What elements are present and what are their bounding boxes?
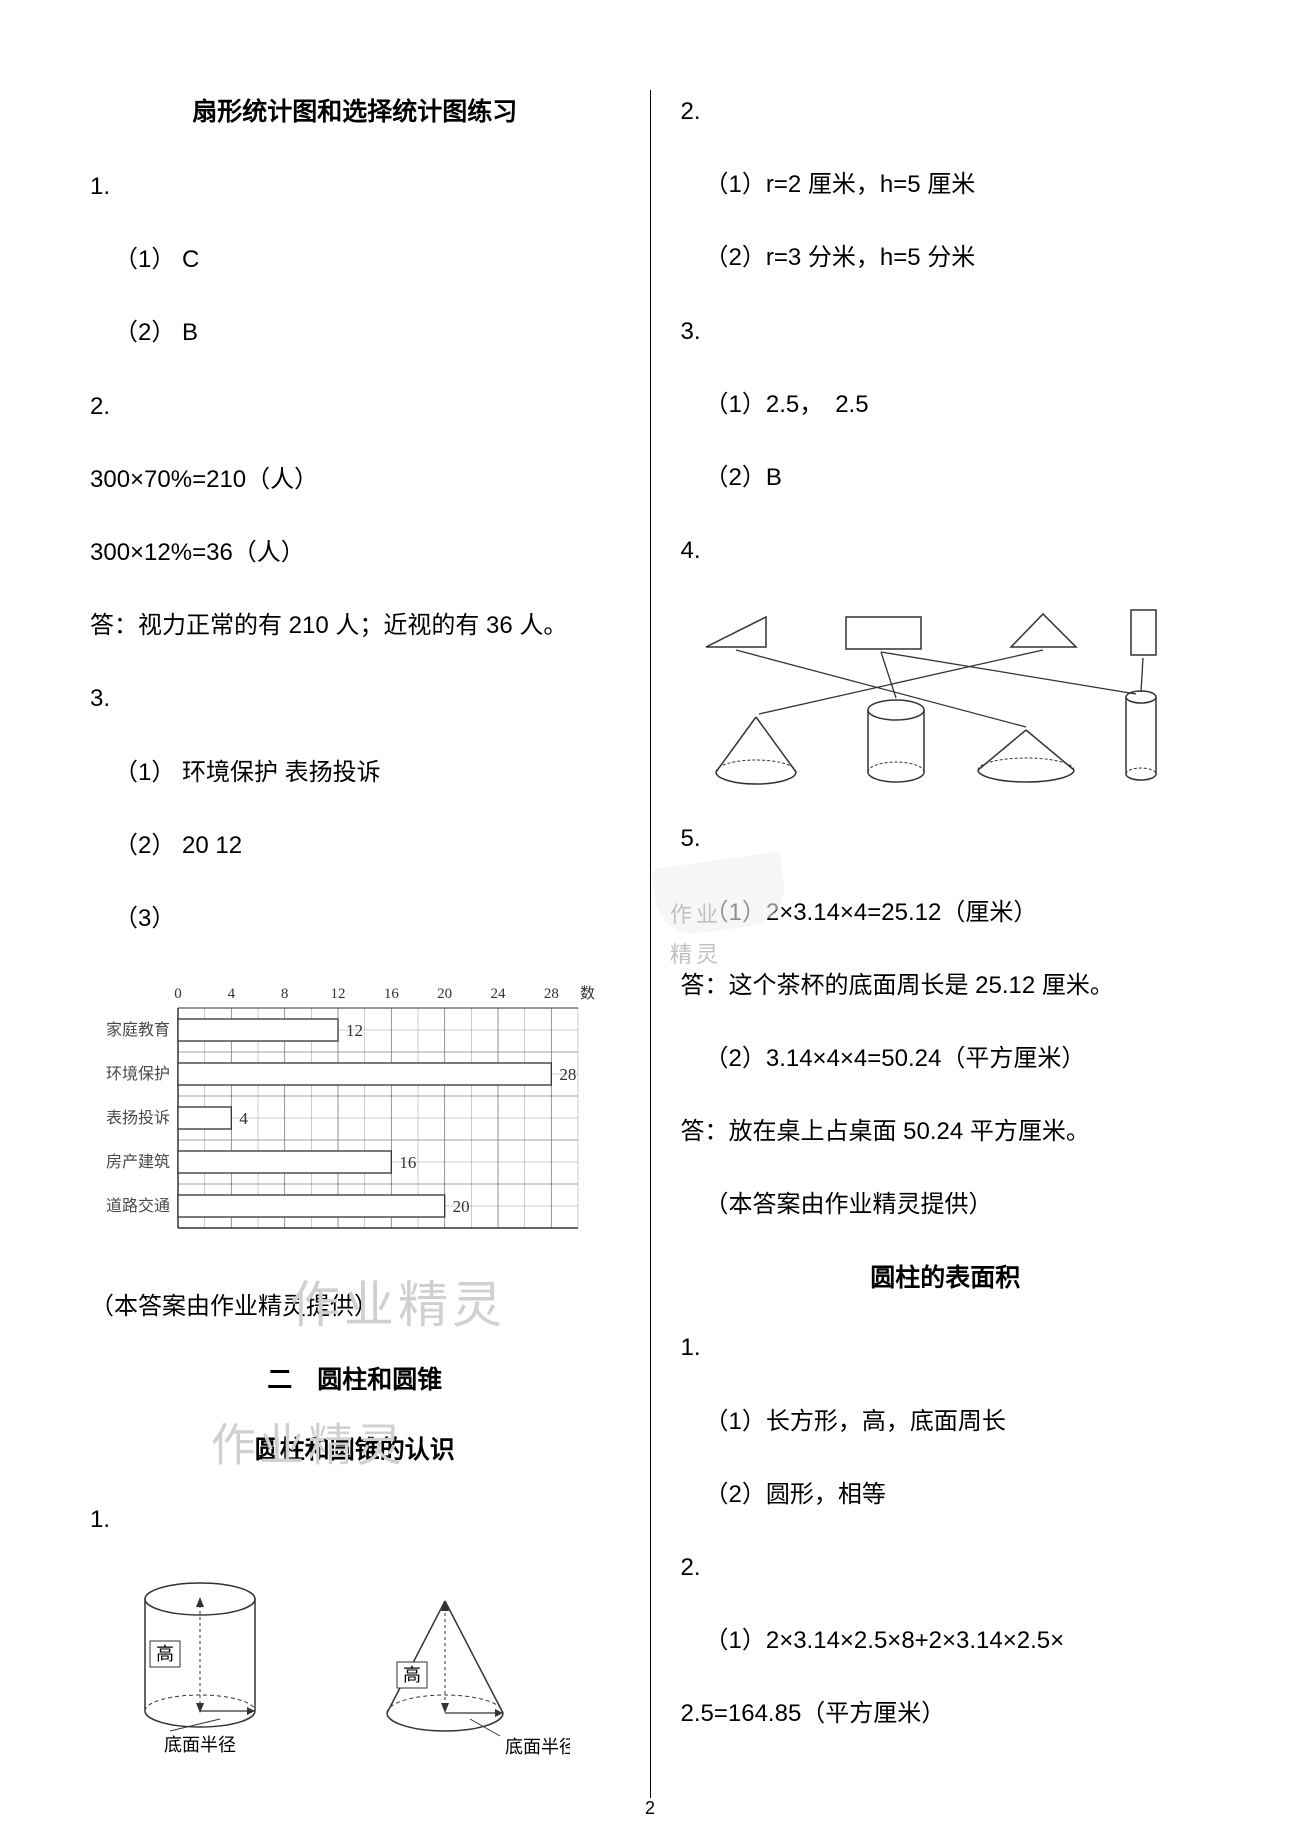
svg-text:12: 12 [346,1021,363,1040]
svg-text:4: 4 [239,1109,248,1128]
svg-text:8: 8 [281,986,289,1002]
r-s-q2-2: 2.5=164.85（平方厘米） [681,1692,1211,1735]
section2-title: 二 圆柱和圆锥 [90,1358,620,1403]
r-q5-ans1: 答：这个茶杯的底面周长是 25.12 厘米。 [681,964,1211,1007]
r-q3-2: （2）B [681,456,1211,499]
svg-text:12: 12 [331,986,346,1002]
svg-text:环境保护: 环境保护 [106,1064,170,1083]
svg-text:28: 28 [544,986,559,1002]
svg-text:20: 20 [437,986,452,1002]
r-s-q2-1: （1）2×3.14×2.5×8+2×3.14×2.5× [681,1619,1211,1662]
svg-text:家庭教育: 家庭教育 [106,1021,170,1039]
q3-2: （2） 20 12 [90,824,620,867]
r-q2-1: （1）r=2 厘米，h=5 厘米 [681,163,1211,206]
r-s-q1: 1. [681,1326,1211,1369]
svg-text:28: 28 [559,1065,576,1084]
svg-text:表扬投诉: 表扬投诉 [106,1109,170,1127]
r-s-q1-1: （1）长方形，高，底面周长 [681,1400,1211,1443]
q2-calc2: 300×12%=36（人） [90,531,620,574]
q1-1: （1） C [90,238,620,281]
q2-header: 2. [90,385,620,428]
r-q2-2: （2）r=3 分米，h=5 分米 [681,236,1211,279]
section2-sub: 圆柱和圆锥的认识 [90,1428,620,1473]
r-q4: 4. [681,529,1211,572]
page-number: 2 [645,1792,655,1824]
svg-text:底面半径: 底面半径 [164,1735,236,1755]
q3-3: （3） [90,897,620,940]
svg-text:数量/个: 数量/个 [580,985,595,1002]
r-s-q1-2: （2）圆形，相等 [681,1473,1211,1516]
left-column: 扇形统计图和选择统计图练习 1. （1） C （2） B 2. 300×70%=… [70,90,651,1798]
q3-1: （1） 环境保护 表扬投诉 [90,751,620,794]
svg-text:高: 高 [156,1644,174,1664]
svg-text:道路交通: 道路交通 [106,1197,170,1215]
r-section-title: 圆柱的表面积 [681,1256,1211,1301]
q3-header: 3. [90,677,620,720]
q2-calc1: 300×70%=210（人） [90,458,620,501]
page-container: 作业精灵 作业精灵 扇形统计图和选择统计图练习 1. （1） C （2） B 2… [0,0,1300,1838]
q2-answer: 答：视力正常的有 210 人；近视的有 36 人。 [90,604,620,647]
svg-text:底面半径: 底面半径 [505,1737,570,1757]
r-q5-2: （2）3.14×4×4=50.24（平方厘米） [681,1037,1211,1080]
r-q3-1: （1）2.5， 2.5 [681,383,1211,426]
left-note: （本答案由作业精灵提供） [90,1285,620,1328]
svg-text:16: 16 [384,986,400,1002]
shapes-matching-diagram [681,602,1181,792]
left-title: 扇形统计图和选择统计图练习 [90,90,620,135]
q1-2: （2） B [90,311,620,354]
svg-text:4: 4 [228,986,236,1002]
svg-text:16: 16 [399,1153,416,1172]
r-q2: 2. [681,90,1211,133]
q1-header: 1. [90,165,620,208]
r-q3: 3. [681,310,1211,353]
r-q5-ans2: 答：放在桌上占桌面 50.24 平方厘米。 [681,1110,1211,1153]
s2-q1: 1. [90,1498,620,1541]
cylinder-cone-diagram: 高底面半径 高底面半径 [90,1571,570,1766]
r-note: （本答案由作业精灵提供） [681,1183,1211,1226]
svg-text:20: 20 [453,1197,470,1216]
svg-text:24: 24 [491,986,507,1002]
right-column: 2. （1）r=2 厘米，h=5 厘米 （2）r=3 分米，h=5 分米 3. … [651,90,1231,1798]
svg-text:0: 0 [174,986,182,1002]
r-s-q2: 2. [681,1546,1211,1589]
svg-text:高: 高 [403,1665,421,1685]
bar-chart: 0 4 8 12 16 20 24 28 数量/个家庭教育 12 环境保护 28 表扬投诉 4 房产建筑 16… [90,970,595,1260]
svg-text:房产建筑: 房产建筑 [106,1153,170,1171]
